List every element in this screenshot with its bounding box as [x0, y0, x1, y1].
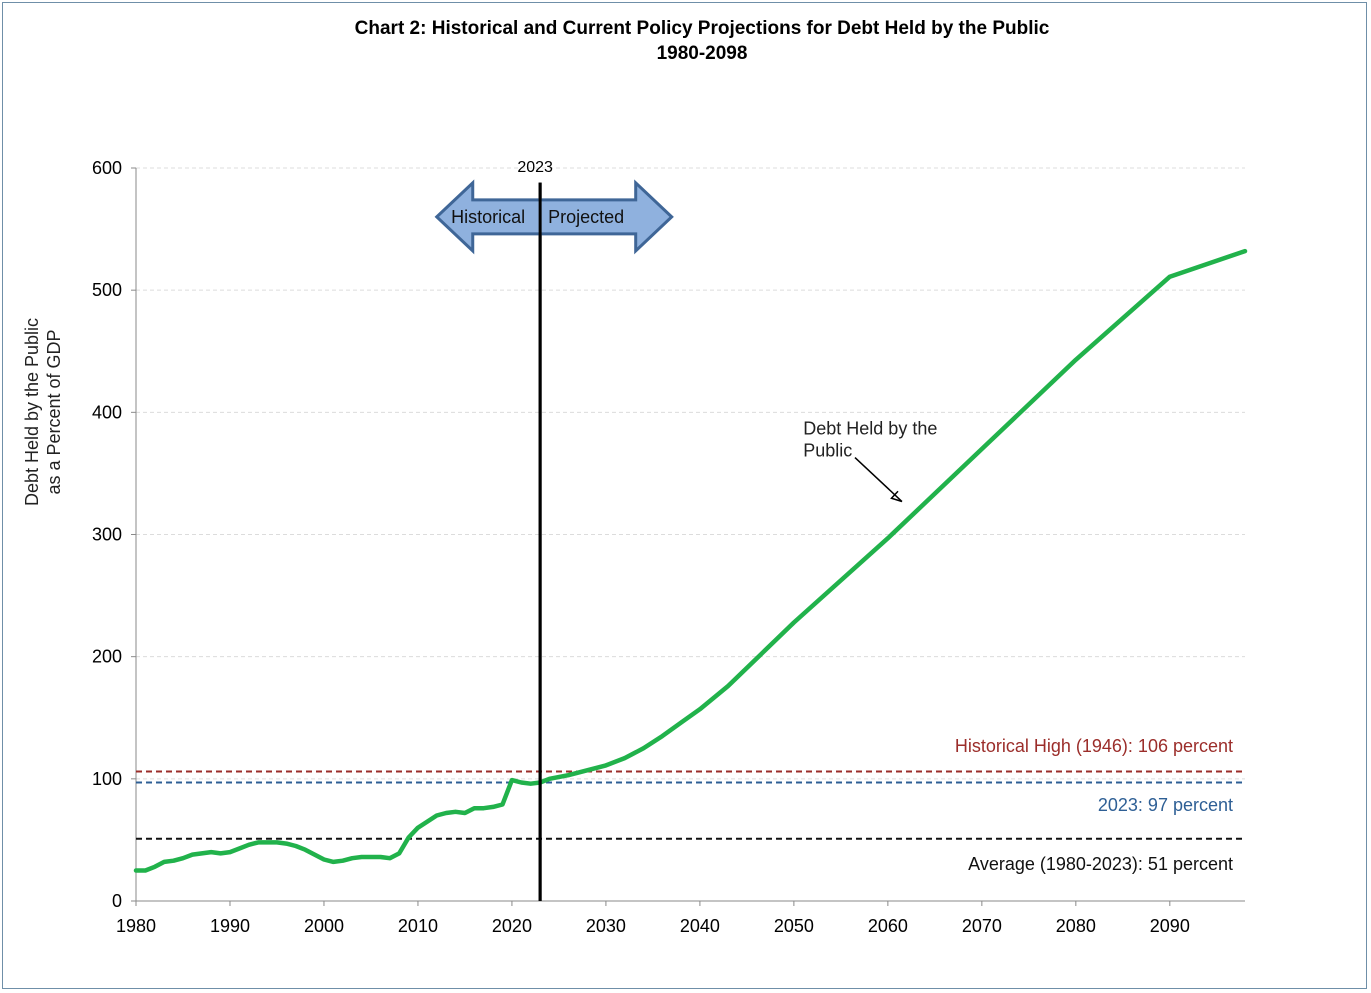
- gridlines: [136, 167, 1245, 780]
- y-tick-label-300: 300: [92, 525, 122, 545]
- y-tick-label-500: 500: [92, 280, 122, 300]
- x-tick-label-2050: 2050: [774, 916, 814, 936]
- annotation-pointer-line: [854, 456, 903, 503]
- series-line-1: [133, 248, 1248, 873]
- divider-label: 2023: [517, 159, 553, 176]
- arrow-label-projected: Projected: [548, 207, 624, 227]
- double-arrow-shape: [434, 179, 674, 255]
- x-tick-label-2020: 2020: [492, 916, 532, 936]
- x-tick-label-1990: 1990: [210, 916, 250, 936]
- x-tick-label-2090: 2090: [1150, 916, 1190, 936]
- y-axis-ticks: 0 100 200 300 400 500 600: [92, 158, 136, 911]
- y-axis-title-line1: Debt Held by the Public: [22, 318, 42, 506]
- x-tick-label-2000: 2000: [304, 916, 344, 936]
- chart-subtitle: 1980-2098: [657, 43, 748, 64]
- annotation-text-line2: Public: [803, 440, 852, 460]
- x-tick-label-1980: 1980: [116, 916, 156, 936]
- reference-line-label-3: Average (1980-2023): 51 percent: [968, 854, 1233, 874]
- arrow-label-historical: Historical: [451, 207, 525, 227]
- x-tick-label-2040: 2040: [680, 916, 720, 936]
- reference-line-label-2: 2023: 97 percent: [1098, 795, 1233, 815]
- y-tick-label-400: 400: [92, 402, 122, 422]
- y-axis-title-line2: as a Percent of GDP: [44, 329, 64, 494]
- annotation-pointer-arrowhead: [890, 490, 903, 503]
- x-tick-label-2060: 2060: [868, 916, 908, 936]
- chart-title: Chart 2: Historical and Current Policy P…: [355, 18, 1050, 39]
- y-tick-label-600: 600: [92, 158, 122, 178]
- x-tick-label-2080: 2080: [1056, 916, 1096, 936]
- x-axis-ticks: 1980 1990 2000 2010 2020 2030 2040 2050 2060 2070…: [116, 901, 1190, 936]
- x-tick-label-2010: 2010: [398, 916, 438, 936]
- x-tick-label-2070: 2070: [962, 916, 1002, 936]
- historical-projected-arrow: Historical Projected: [434, 179, 674, 901]
- series-layer: [133, 248, 1248, 873]
- annotation-text-line1: Debt Held by the: [803, 418, 937, 438]
- y-tick-label-200: 200: [92, 647, 122, 667]
- y-tick-label-100: 100: [92, 769, 122, 789]
- reference-lines: Historical High (1946): 106 percent 2023:…: [136, 736, 1243, 874]
- reference-line-label-1: Historical High (1946): 106 percent: [955, 736, 1233, 756]
- divider-layer: 2023: [517, 159, 553, 901]
- y-axis-title: Debt Held by the Public as a Percent of …: [22, 318, 64, 506]
- x-tick-label-2030: 2030: [586, 916, 626, 936]
- y-tick-label-0: 0: [112, 891, 122, 911]
